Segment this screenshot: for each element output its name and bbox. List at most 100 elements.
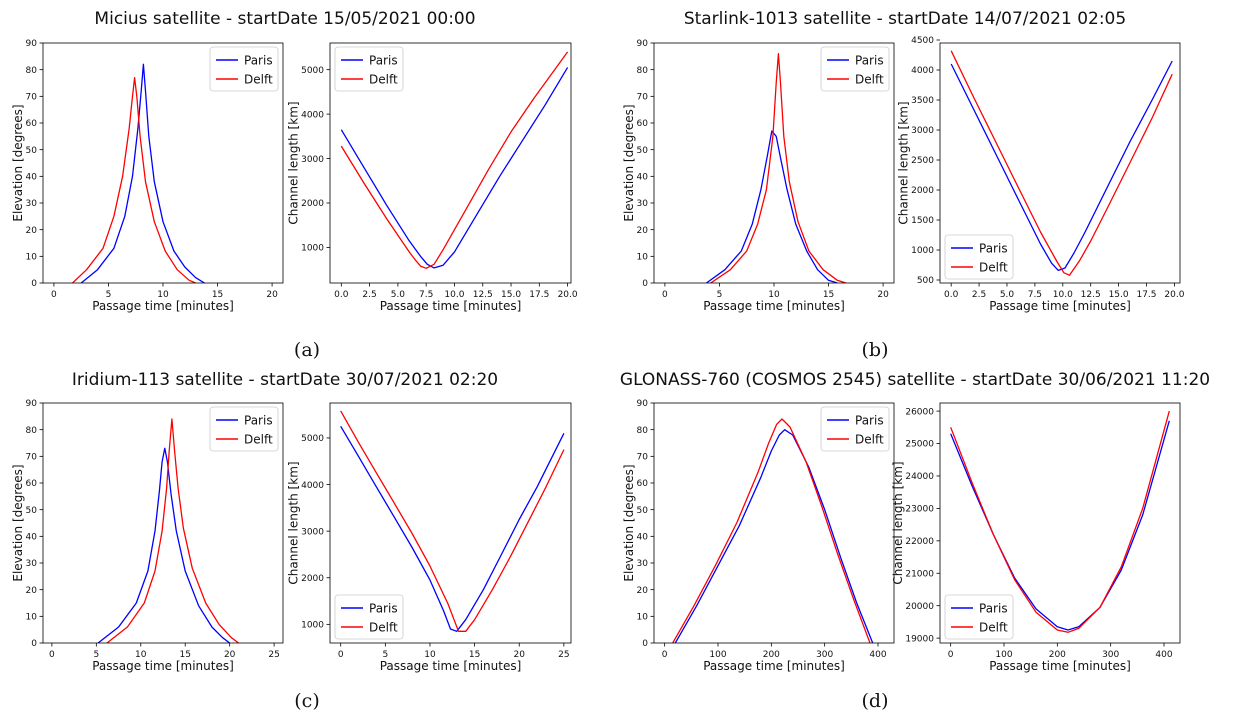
chart-panel-4: 0.0 2.5 5.0 7.5 10.0 12.5 15.0 17.5 20.0 500 1000 1… bbox=[897, 36, 1185, 313]
x-tick-label: 2.5 bbox=[362, 290, 376, 300]
y-tick-label: 30 bbox=[637, 559, 649, 569]
x-tick-label: 7.5 bbox=[1028, 290, 1042, 300]
x-tick-label: 5 bbox=[382, 650, 388, 660]
x-axis-label: Passage time [minutes] bbox=[703, 299, 845, 313]
chart-panel-2: 0.0 2.5 5.0 7.5 10.0 12.5 15.0 17.5 20.0 1000 2000… bbox=[287, 42, 578, 313]
x-axis-label: Passage time [minutes] bbox=[989, 659, 1131, 673]
legend-label-delft: Delft bbox=[244, 433, 273, 447]
series-line-delft bbox=[72, 77, 196, 283]
chart-panel-6: 0 5 10 15 20 25 1000 2000 3000 4000 5000 Passage ti… bbox=[287, 402, 572, 673]
plot-frame bbox=[939, 42, 1181, 284]
series-line-paris bbox=[674, 429, 874, 643]
x-tick-label: 20 bbox=[224, 650, 236, 660]
x-tick-label: 20.0 bbox=[1164, 290, 1184, 300]
chart-panel-8: 0 100 200 300 400 19000 20000 21000 22000 23000 24… bbox=[891, 402, 1181, 673]
chart-title: Micius satellite - startDate 15/05/2021 … bbox=[94, 9, 475, 29]
plot-frame bbox=[939, 402, 1181, 644]
series-line-delft bbox=[710, 53, 847, 283]
y-tick-label: 70 bbox=[637, 453, 649, 463]
y-tick-label: 40 bbox=[26, 533, 38, 543]
y-tick-label: 50 bbox=[26, 146, 38, 156]
legend: Paris Delft bbox=[334, 594, 404, 640]
x-tick-label: 20 bbox=[266, 290, 278, 300]
y-tick-label: 80 bbox=[26, 426, 38, 436]
y-tick-label: 500 bbox=[917, 276, 934, 286]
legend-label-delft: Delft bbox=[979, 261, 1008, 275]
chart-panel-7: 0 100 200 300 400 0 10 20 30 40 50 60 70 80 90 Passage … bbox=[622, 399, 895, 673]
y-tick-label: 0 bbox=[31, 639, 37, 649]
chart-title: Starlink-1013 satellite - startDate 14/0… bbox=[684, 9, 1126, 29]
x-axis-label: Passage time [minutes] bbox=[380, 299, 522, 313]
y-tick-label: 0 bbox=[642, 639, 648, 649]
y-tick-label: 2000 bbox=[911, 186, 934, 196]
legend: Paris Delft bbox=[820, 46, 890, 92]
x-tick-label: 10 bbox=[424, 650, 436, 660]
y-tick-label: 5000 bbox=[301, 434, 324, 444]
y-tick-label: 70 bbox=[26, 453, 38, 463]
plot-frame bbox=[42, 402, 284, 644]
legend-label-delft: Delft bbox=[369, 73, 398, 87]
x-tick-label: 200 bbox=[1049, 650, 1066, 660]
y-tick-label: 4500 bbox=[911, 36, 934, 46]
y-tick-label: 30 bbox=[637, 199, 649, 209]
y-tick-label: 20 bbox=[26, 226, 38, 236]
y-tick-label: 40 bbox=[637, 533, 649, 543]
series-line-delft bbox=[672, 418, 871, 643]
y-tick-label: 70 bbox=[637, 93, 649, 103]
series-line-delft bbox=[950, 50, 1173, 276]
y-axis-label: Channel length [km] bbox=[891, 461, 905, 584]
y-tick-label: 22000 bbox=[905, 537, 934, 547]
x-tick-label: 20 bbox=[514, 650, 526, 660]
panel-label: (d) bbox=[862, 690, 889, 712]
x-tick-label: 0 bbox=[662, 650, 668, 660]
y-tick-label: 40 bbox=[637, 173, 649, 183]
x-tick-label: 10.0 bbox=[1053, 290, 1073, 300]
y-axis-label: Channel length [km] bbox=[287, 461, 301, 584]
legend: Paris Delft bbox=[334, 46, 404, 92]
legend-box bbox=[334, 594, 404, 640]
x-tick-label: 0.0 bbox=[944, 290, 959, 300]
y-axis-label: Elevation [degrees] bbox=[622, 464, 636, 581]
series-line-delft bbox=[950, 410, 1170, 633]
chart-panel-1: 0 5 10 15 20 0 10 20 30 40 50 60 70 80 90 Passage time … bbox=[11, 39, 284, 313]
x-tick-label: 400 bbox=[1155, 650, 1172, 660]
x-tick-label: 300 bbox=[816, 650, 833, 660]
y-axis-label: Channel length [km] bbox=[897, 101, 911, 224]
legend: Paris Delft bbox=[209, 46, 279, 92]
legend-label-paris: Paris bbox=[855, 414, 884, 428]
y-tick-label: 60 bbox=[637, 119, 649, 129]
x-tick-label: 0 bbox=[662, 290, 668, 300]
series-line-delft bbox=[106, 418, 239, 643]
legend-label-paris: Paris bbox=[369, 54, 398, 68]
y-axis-label: Channel length [km] bbox=[287, 101, 301, 224]
x-tick-label: 0 bbox=[948, 650, 954, 660]
x-tick-label: 5.0 bbox=[391, 290, 406, 300]
x-tick-label: 5 bbox=[106, 290, 112, 300]
plot-frame bbox=[329, 42, 572, 284]
y-tick-label: 30 bbox=[26, 559, 38, 569]
series-line-delft bbox=[340, 410, 565, 632]
chart-panel-3: 0 5 10 15 20 0 10 20 30 40 50 60 70 80 90 Passage time … bbox=[622, 39, 895, 313]
y-tick-label: 80 bbox=[637, 66, 649, 76]
y-tick-label: 23000 bbox=[905, 505, 934, 515]
y-tick-label: 10 bbox=[26, 253, 38, 263]
x-tick-label: 15.0 bbox=[1109, 290, 1129, 300]
y-tick-label: 0 bbox=[31, 279, 37, 289]
y-tick-label: 50 bbox=[637, 146, 649, 156]
x-axis-label: Passage time [minutes] bbox=[92, 659, 234, 673]
y-tick-label: 1000 bbox=[301, 621, 324, 631]
y-tick-label: 20000 bbox=[905, 602, 934, 612]
x-tick-label: 300 bbox=[1102, 650, 1119, 660]
legend-box bbox=[209, 406, 279, 452]
y-tick-label: 90 bbox=[637, 399, 649, 409]
x-tick-label: 17.5 bbox=[1136, 290, 1156, 300]
y-tick-label: 4000 bbox=[301, 110, 324, 120]
y-tick-label: 3000 bbox=[301, 155, 324, 165]
y-tick-label: 1000 bbox=[301, 244, 324, 254]
y-tick-label: 70 bbox=[26, 93, 38, 103]
y-axis-label: Elevation [degrees] bbox=[11, 464, 25, 581]
y-axis-label: Elevation [degrees] bbox=[11, 104, 25, 221]
x-tick-label: 15.0 bbox=[501, 290, 521, 300]
x-tick-label: 7.5 bbox=[419, 290, 433, 300]
y-tick-label: 20 bbox=[26, 586, 38, 596]
